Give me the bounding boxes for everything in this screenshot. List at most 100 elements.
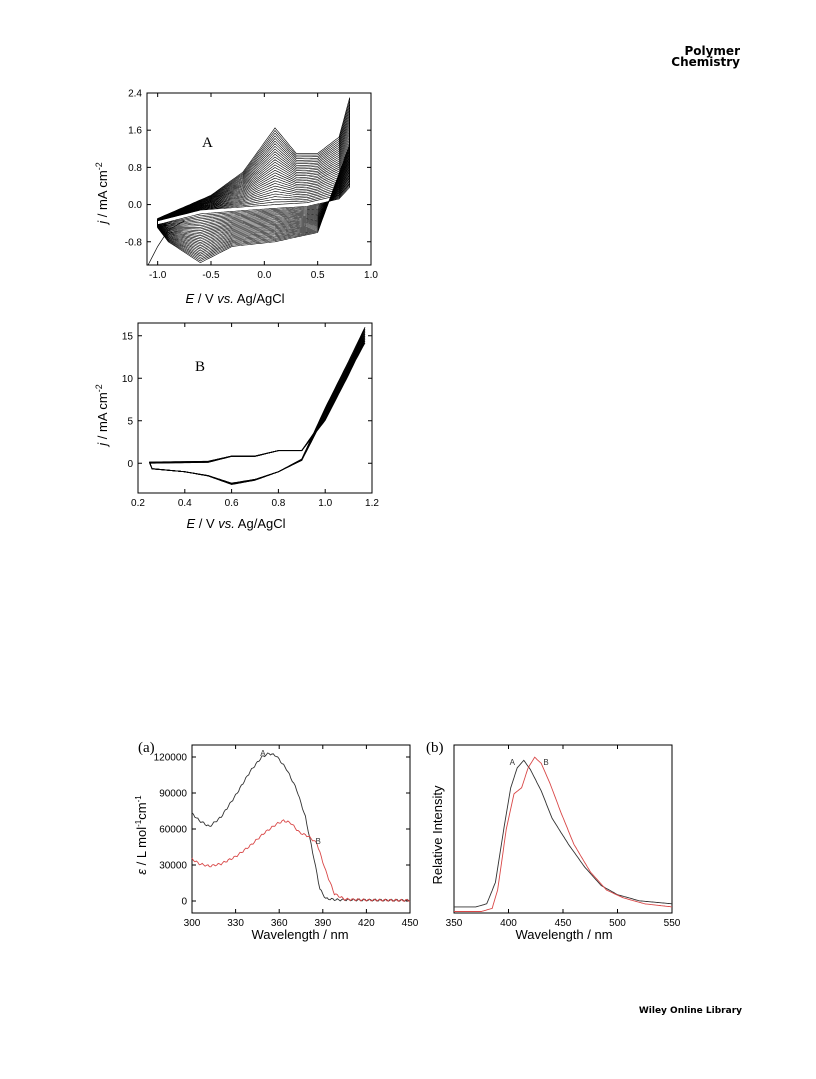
curve-a-label: A <box>260 749 266 758</box>
absorption-series-B-line <box>191 819 411 902</box>
cv-cycle-line <box>157 153 350 232</box>
xlabel-e: E <box>186 516 195 531</box>
publisher-footer: Wiley Online Library <box>638 1006 742 1016</box>
cv-cycle-line <box>157 158 350 228</box>
x-tick-label: 400 <box>500 918 517 929</box>
x-tick-label: -1.0 <box>149 270 167 281</box>
cv-cycle-line <box>157 109 350 257</box>
ylabel-j: j <box>95 220 110 226</box>
curve-a-label: A <box>510 758 516 767</box>
plot-frame <box>191 744 411 914</box>
x-tick-label: 0.8 <box>271 498 285 509</box>
x-tick-label: 550 <box>664 918 681 929</box>
cv-cycle-line <box>157 156 350 230</box>
emission-series-B-line <box>454 756 673 912</box>
panel-b-xlabel: Wavelength / nm <box>515 927 612 942</box>
x-tick-label: 390 <box>314 918 331 929</box>
y-tick-label: 0.0 <box>128 200 142 211</box>
x-tick-label: -0.5 <box>202 270 220 281</box>
cv-cycle-line <box>157 170 350 226</box>
journal-name-line2: Chemistry <box>671 55 740 69</box>
panel-a-xlabel: Wavelength / nm <box>251 927 348 942</box>
panel-b-xlabel: E / V vs. Ag/AgCl <box>186 516 285 531</box>
x-tick-label: 450 <box>555 918 572 929</box>
xlabel-end: Ag/AgCl <box>234 291 285 306</box>
cv-chart-panel-a: -1.0 -0.5 0.0 0.5 1.0 -0.8 0.0 0.8 1.6 2.4 A E / … <box>94 89 378 307</box>
cv-cycle-line <box>149 330 366 485</box>
cv-cycle-line <box>157 100 350 262</box>
x-tick-label: 0.2 <box>131 498 145 509</box>
y-tick-label: 0 <box>181 897 187 908</box>
cv-cycle-line <box>157 139 350 240</box>
cv-cycle-line <box>157 161 350 228</box>
x-tick-label: 0.6 <box>225 498 239 509</box>
x-tick-label: 450 <box>402 918 419 929</box>
panel-b-label: B <box>195 359 205 375</box>
cv-cycle-line <box>157 141 350 238</box>
absorption-chart-panel-a: (a) 300 330 360 390 420 450 0 30000 60000 90000 12… <box>134 740 419 942</box>
emission-chart-panel-b: (b) 350 400 450 500 550 A B Wavelength / nm Re… <box>426 740 681 942</box>
ylabel-sup: -2 <box>94 384 104 392</box>
cv-cycle-line <box>157 164 350 227</box>
y-tick-label: 15 <box>122 331 134 342</box>
x-tick-label: 360 <box>271 918 288 929</box>
ylabel-mid: cm <box>134 802 149 819</box>
xlabel-vs: vs. <box>218 516 235 531</box>
ylabel-rest: / mA cm <box>95 170 110 221</box>
panel-a-xlabel: E / V vs. Ag/AgCl <box>185 291 284 306</box>
cv-cycle-line <box>157 127 350 247</box>
xlabel-vs: vs. <box>217 291 234 306</box>
cv-cycle-line <box>157 173 350 226</box>
cv-initial-tail-line <box>147 220 185 266</box>
emission-series-A-line <box>454 759 673 908</box>
y-tick-label: 30000 <box>159 861 187 872</box>
xlabel-mid: / V <box>194 291 217 306</box>
ylabel-rest: / mA cm <box>95 392 110 443</box>
curve-b-label: B <box>316 837 321 846</box>
x-tick-label: 0.0 <box>257 270 271 281</box>
panel-b-ylabel: j / mA cm-2 <box>94 384 110 447</box>
x-tick-label: 0.4 <box>178 498 192 509</box>
panel-a-label: A <box>202 135 213 151</box>
y-tick-label: 60000 <box>159 825 187 836</box>
xlabel-end: Ag/AgCl <box>235 516 286 531</box>
cv-cycle-line <box>157 112 350 255</box>
cv-cycle-line <box>157 176 350 226</box>
ylabel-j: j <box>95 442 110 448</box>
cv-cycle-line <box>149 342 366 484</box>
x-tick-label: 1.0 <box>364 270 378 281</box>
cv-chart-panel-b: 0.2 0.4 0.6 0.8 1.0 1.2 0 5 10 15 B E / V vs. Ag/… <box>94 322 379 531</box>
cv-cycle-line <box>157 106 350 258</box>
y-tick-label: 120000 <box>154 753 188 764</box>
x-tick-label: 420 <box>358 918 375 929</box>
panel-a-ylabel: j / mA cm-2 <box>94 162 110 225</box>
xlabel-e: E <box>185 291 194 306</box>
cv-cycle-line <box>157 130 350 245</box>
panel-a-ylabel: ε / L mol-1cm-1 <box>134 795 149 875</box>
ylabel-sup2: -1 <box>134 795 143 803</box>
x-tick-label: 300 <box>184 918 201 929</box>
plot-frame <box>137 322 373 494</box>
y-tick-label: 0.8 <box>128 163 142 174</box>
cv-cycle-line <box>157 118 350 252</box>
ylabel-sup1: -1 <box>134 819 143 827</box>
y-tick-label: 1.6 <box>128 126 142 137</box>
x-tick-label: 330 <box>227 918 244 929</box>
y-tick-label: 2.4 <box>128 89 142 100</box>
panel-b-tag: (b) <box>426 740 444 756</box>
cv-cycle-line <box>157 150 350 233</box>
x-tick-label: 350 <box>446 918 463 929</box>
y-tick-label: 90000 <box>159 789 187 800</box>
journal-name-line1: Polymer <box>684 44 740 58</box>
ylabel-sup: -2 <box>94 162 104 170</box>
xlabel-mid: / V <box>195 516 218 531</box>
cv-cycle-line <box>157 182 350 225</box>
journal-name: Polymer Chemistry <box>671 44 740 69</box>
cv-cycle-line <box>157 115 350 253</box>
panel-a-tag: (a) <box>138 740 155 756</box>
cv-cycle-line <box>157 97 350 264</box>
cv-cycle-line <box>157 136 350 242</box>
plot-frame <box>453 744 673 914</box>
curve-b-label: B <box>543 758 548 767</box>
cv-cycle-line <box>157 179 350 226</box>
